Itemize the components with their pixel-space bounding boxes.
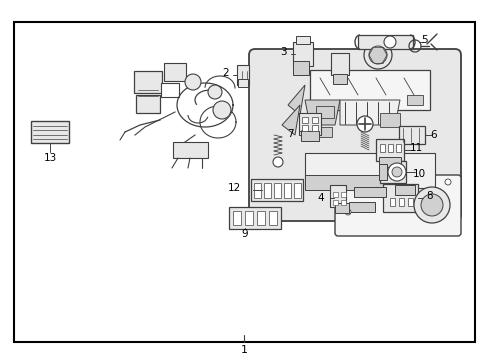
Bar: [330, 53, 348, 75]
Text: 12: 12: [227, 183, 241, 193]
Bar: [268, 211, 276, 225]
Bar: [315, 106, 333, 118]
Bar: [340, 192, 345, 197]
Circle shape: [184, 74, 201, 90]
Bar: [136, 95, 160, 113]
Bar: [340, 199, 345, 204]
Bar: [379, 144, 384, 152]
Text: 2: 2: [222, 68, 228, 78]
Bar: [244, 211, 252, 225]
Bar: [253, 183, 260, 198]
Bar: [317, 127, 331, 137]
Bar: [237, 65, 248, 85]
Circle shape: [356, 116, 372, 132]
Bar: [14, 22, 474, 342]
Bar: [283, 183, 290, 198]
Circle shape: [363, 41, 391, 69]
Polygon shape: [282, 105, 299, 135]
Text: 9: 9: [241, 229, 248, 239]
Text: 13: 13: [43, 153, 57, 163]
Bar: [386, 144, 392, 152]
Bar: [250, 179, 303, 201]
Bar: [353, 187, 385, 197]
Bar: [292, 42, 312, 66]
Bar: [311, 125, 317, 131]
Bar: [378, 157, 400, 167]
Circle shape: [413, 187, 449, 223]
Bar: [332, 192, 337, 197]
Circle shape: [207, 85, 222, 99]
Bar: [379, 161, 405, 183]
Bar: [334, 203, 348, 213]
Circle shape: [387, 163, 405, 181]
Text: 5: 5: [420, 35, 427, 45]
Bar: [31, 121, 69, 143]
Bar: [295, 36, 309, 44]
Bar: [228, 207, 281, 229]
Bar: [232, 211, 241, 225]
Circle shape: [391, 167, 401, 177]
Bar: [238, 79, 247, 87]
Bar: [398, 126, 424, 144]
Circle shape: [444, 179, 450, 185]
Bar: [305, 153, 434, 188]
Bar: [172, 142, 207, 158]
Polygon shape: [305, 100, 339, 125]
Circle shape: [272, 157, 283, 167]
Bar: [134, 71, 162, 93]
Bar: [293, 183, 300, 198]
Bar: [332, 199, 337, 204]
Circle shape: [368, 46, 386, 64]
Bar: [329, 185, 346, 207]
Bar: [161, 83, 179, 97]
Bar: [292, 61, 308, 75]
Text: 10: 10: [412, 169, 425, 179]
Text: 6: 6: [429, 130, 436, 140]
Bar: [302, 125, 307, 131]
Bar: [394, 185, 414, 195]
Text: 8: 8: [425, 191, 432, 201]
Bar: [309, 70, 429, 110]
Circle shape: [383, 36, 395, 48]
Bar: [332, 74, 346, 84]
Polygon shape: [339, 100, 399, 125]
Bar: [407, 198, 412, 206]
Circle shape: [420, 194, 442, 216]
Bar: [406, 95, 422, 105]
Bar: [273, 183, 280, 198]
FancyBboxPatch shape: [334, 175, 460, 236]
Bar: [305, 175, 404, 189]
Bar: [375, 139, 403, 161]
Circle shape: [345, 209, 350, 215]
Bar: [298, 113, 320, 135]
Bar: [382, 184, 417, 212]
Bar: [163, 63, 185, 81]
Bar: [257, 211, 264, 225]
Text: 3: 3: [280, 47, 286, 57]
Bar: [311, 117, 317, 123]
Bar: [302, 117, 307, 123]
Bar: [357, 35, 412, 49]
Polygon shape: [287, 85, 305, 115]
Text: 11: 11: [409, 143, 423, 153]
Text: 7: 7: [286, 129, 293, 139]
Circle shape: [213, 101, 230, 119]
Bar: [379, 113, 399, 127]
Bar: [348, 202, 374, 212]
Bar: [389, 198, 394, 206]
Text: 1: 1: [240, 345, 247, 355]
Text: 4: 4: [317, 193, 324, 203]
Bar: [263, 183, 270, 198]
Bar: [398, 198, 403, 206]
Bar: [395, 144, 400, 152]
Bar: [378, 164, 386, 180]
Bar: [301, 131, 318, 141]
FancyBboxPatch shape: [248, 49, 460, 221]
